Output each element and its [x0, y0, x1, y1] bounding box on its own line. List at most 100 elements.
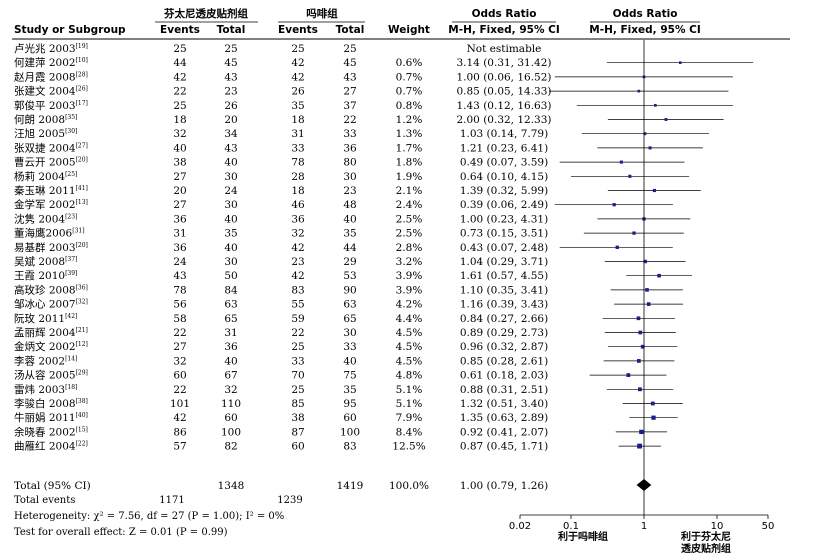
study-ref: [14] [65, 355, 77, 362]
point-estimate [650, 401, 655, 406]
study-ref: [39] [65, 270, 77, 277]
total-group2: 60 [343, 412, 356, 424]
events-group1: 22 [173, 384, 186, 396]
total-group2: 80 [343, 157, 356, 169]
study-name: 牛丽娟 2011[40] [14, 411, 88, 424]
weight: 2.1% [396, 185, 423, 197]
study-name: 曹云开 2005[20] [14, 156, 88, 169]
events-group2: 33 [291, 142, 304, 154]
study-name: 沈隽 2004[23] [14, 212, 77, 225]
or-ci-text: 0.39 (0.06, 2.49) [460, 199, 548, 211]
events-group2: 36 [291, 213, 305, 225]
or-ci-text: 1.00 (0.23, 4.31) [460, 213, 548, 225]
study-name: 金学军 2002[13] [14, 198, 88, 211]
or-ci-text: 1.32 (0.51, 3.40) [460, 398, 548, 410]
point-estimate [638, 330, 643, 335]
events-group2: 83 [291, 284, 304, 296]
or-ci-text: 1.03 (0.14, 7.79) [460, 128, 548, 140]
total-group1: 100 [221, 426, 241, 438]
or-ci-text: 0.87 (0.45, 1.71) [460, 441, 548, 453]
study-ref: [20] [76, 242, 88, 249]
events-group2: 18 [291, 114, 304, 126]
events-group1: 27 [173, 199, 186, 211]
study-ref: [42] [65, 313, 77, 320]
study-name: 卢光兆 2003[19] [14, 42, 88, 55]
study-name: 吴斌 2008[37] [14, 256, 77, 268]
weight: 2.8% [396, 242, 423, 254]
study-ref: [41] [76, 185, 88, 192]
events-group2: 42 [291, 242, 304, 254]
point-estimate [632, 231, 636, 235]
or-ci-text: 1.39 (0.32, 5.99) [460, 185, 548, 197]
study-name: 杨莉 2004[25] [14, 170, 77, 183]
total-group2: 45 [343, 57, 356, 69]
overall-effect-text: Test for overall effect: Z = 0.01 (P = 0… [14, 527, 228, 538]
study-ref: [18] [65, 384, 77, 391]
events-group2: 70 [291, 370, 304, 382]
events-group2: 87 [291, 426, 304, 438]
study-ref: [23] [65, 213, 77, 220]
events-group1: 24 [173, 256, 187, 268]
total-group1: 30 [224, 199, 237, 211]
study-name: 汤从容 2005[29] [14, 369, 88, 382]
total-group2: 75 [343, 370, 356, 382]
total-group1: 32 [224, 384, 237, 396]
or-ci-text: 0.61 (0.18, 2.03) [460, 370, 548, 382]
weight: 2.4% [396, 199, 423, 211]
point-estimate [628, 174, 632, 178]
plot-area [549, 40, 754, 515]
total-events-label: Total events [14, 495, 75, 506]
or-ci-text: 0.84 (0.27, 2.66) [460, 313, 548, 325]
or-ci-text: 0.88 (0.31, 2.51) [460, 384, 548, 396]
weight: 2.5% [396, 213, 423, 225]
total-group2: 44 [343, 242, 357, 254]
events-group1: 27 [173, 341, 186, 353]
events-group2: 31 [291, 128, 304, 140]
axis-label-right-line2: 透皮贴剂组 [681, 542, 731, 555]
events-group2: 33 [291, 355, 304, 367]
total-group2: 63 [343, 299, 356, 311]
study-name: 汪旭 2005[30] [14, 128, 77, 140]
point-estimate [637, 359, 641, 363]
total-group1: 31 [224, 327, 237, 339]
total-group1: 82 [224, 441, 237, 453]
events-group1: 40 [173, 142, 186, 154]
weight: 4.5% [396, 341, 423, 353]
point-estimate [657, 273, 661, 278]
events-group2: 78 [291, 157, 304, 169]
total-group2: 90 [343, 284, 356, 296]
total-group1: 40 [224, 355, 237, 367]
point-estimate [619, 160, 623, 164]
or-ci-text: 0.96 (0.32, 2.87) [460, 341, 548, 353]
weight: 3.2% [396, 256, 423, 268]
weight: 1.8% [396, 157, 423, 169]
group2-label: 吗啡组 [306, 7, 338, 20]
or-ci-text: 0.89 (0.29, 2.73) [460, 327, 548, 339]
events-group1: 25 [173, 100, 186, 112]
point-estimate [640, 344, 645, 349]
col-events1-header: Events [160, 24, 200, 36]
odds-ratio-title-2: Odds Ratio [613, 8, 678, 20]
total-group1: 65 [224, 313, 237, 325]
events-group1: 57 [173, 441, 186, 453]
study-ref: [17] [76, 100, 88, 107]
or-ci-text: 0.85 (0.05, 14.33) [456, 86, 551, 98]
total-group2: 48 [343, 199, 356, 211]
events-group1: 27 [173, 171, 186, 183]
events-group2: 42 [291, 71, 304, 83]
x-axis: 0.02 0.1 1 10 50 [509, 514, 774, 532]
weight: 4.5% [396, 327, 423, 339]
total-label: Total (95% CI) [14, 480, 91, 492]
events-group2: 55 [291, 299, 304, 311]
total-group2: 30 [343, 327, 356, 339]
total-ci: 1.00 (0.79, 1.26) [460, 480, 548, 492]
or-ci-text: 0.85 (0.28, 2.61) [460, 355, 548, 367]
point-estimate [643, 132, 647, 136]
total-group1: 63 [224, 299, 237, 311]
total-group1: 35 [224, 228, 237, 240]
events-group2: 28 [291, 171, 304, 183]
events-group2: 32 [291, 228, 304, 240]
study-ref: [21] [76, 327, 88, 334]
study-ref: [40] [76, 412, 88, 419]
total-group2: 33 [343, 341, 356, 353]
